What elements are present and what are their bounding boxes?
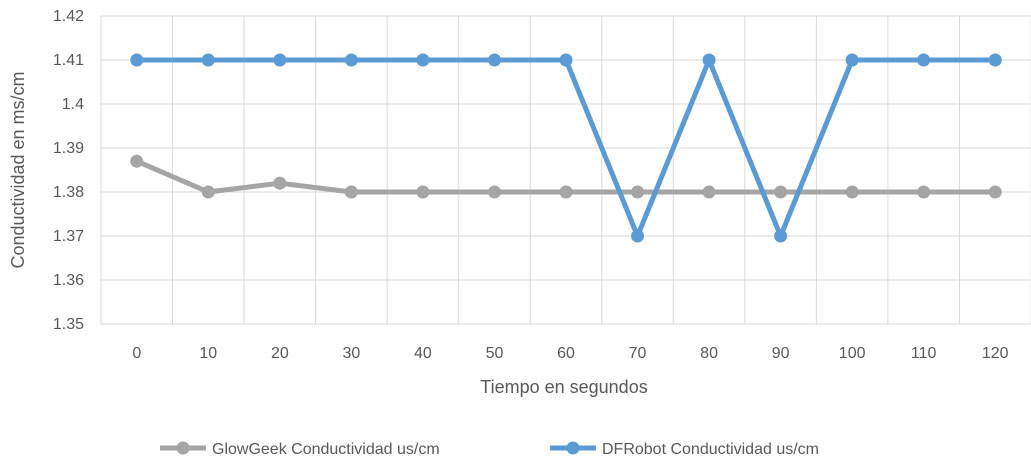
x-tick-label: 50 [486,345,504,362]
x-tick-label: 30 [342,345,360,362]
data-point [273,53,287,67]
data-point [416,53,430,67]
data-point [988,53,1002,67]
data-point [559,53,573,67]
legend-marker [566,441,580,455]
data-point [702,53,716,67]
legend-label: DFRobot Conductividad us/cm [602,441,819,458]
x-tick-label: 10 [199,345,217,362]
data-point [559,185,573,199]
series-1 [130,53,1002,243]
series-group [130,53,1002,243]
data-point [344,185,358,199]
data-point [631,185,645,199]
data-point [130,154,144,168]
y-tick-label: 1.39 [53,140,84,157]
series-0 [130,154,1002,199]
data-point [845,185,859,199]
x-axis-title: Tiempo en segundos [480,377,647,397]
y-tick-label: 1.42 [53,8,84,25]
data-point [201,53,215,67]
data-point [774,229,788,243]
y-tick-label: 1.41 [53,52,84,69]
data-point [845,53,859,67]
y-tick-label: 1.38 [53,184,84,201]
x-tick-label: 100 [839,345,866,362]
y-tick-label: 1.37 [53,228,84,245]
x-tick-label: 70 [629,345,647,362]
data-point [917,53,931,67]
data-point [917,185,931,199]
data-point [201,185,215,199]
x-tick-label: 20 [271,345,289,362]
x-tick-label: 40 [414,345,432,362]
y-axis-ticks: 1.35 1.36 1.37 1.38 1.39 1.4 1.41 1.42 [53,8,84,333]
data-point [273,176,287,190]
x-tick-label: 80 [700,345,718,362]
y-axis-title: Conductividad en ms/cm [8,71,28,268]
data-point [487,53,501,67]
gridlines [100,15,1031,325]
x-tick-label: 60 [557,345,575,362]
data-point [416,185,430,199]
data-point [774,185,788,199]
x-axis-ticks: 0 10 20 30 40 50 60 70 80 90 100 110 120 [132,345,1008,362]
data-point [344,53,358,67]
x-tick-label: 0 [132,345,141,362]
data-point [631,229,645,243]
x-tick-label: 110 [911,345,937,362]
x-tick-label: 120 [982,345,1009,362]
y-tick-label: 1.35 [53,316,84,333]
y-tick-label: 1.4 [62,96,84,113]
data-point [988,185,1002,199]
x-tick-label: 90 [772,345,790,362]
legend: GlowGeek Conductividad us/cm DFRobot Cond… [160,441,819,458]
legend-label: GlowGeek Conductividad us/cm [212,441,440,458]
data-point [487,185,501,199]
y-tick-label: 1.36 [53,272,84,289]
legend-marker [176,441,190,455]
data-point [702,185,716,199]
data-point [130,53,144,67]
